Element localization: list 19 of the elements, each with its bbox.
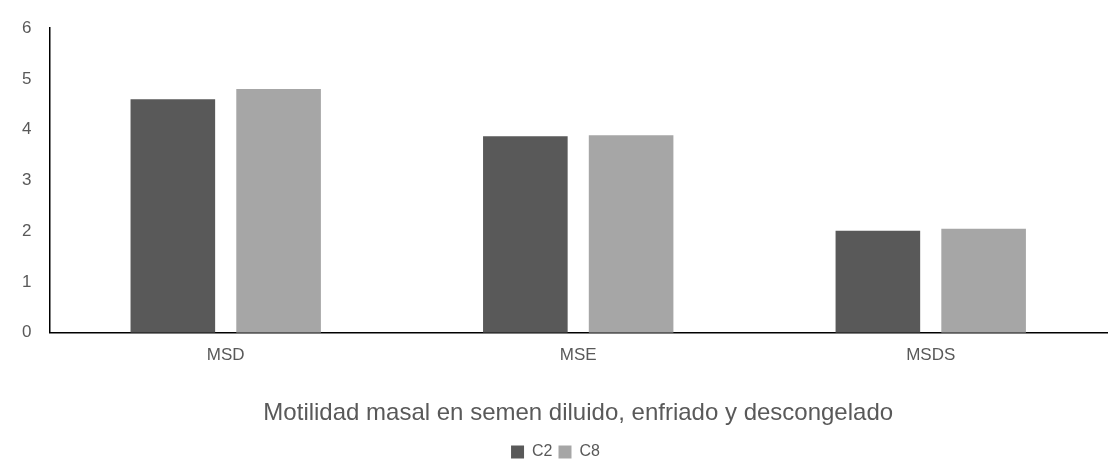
bar [835,230,921,333]
x-tick-label: MSE [559,344,597,364]
bar [483,136,568,333]
bar [941,228,1026,333]
legend-label: C2 [532,442,553,460]
legend-label: C8 [579,442,601,460]
x-axis-title: Motilidad masal en semen diluido, enfriado y descongelado [263,398,894,426]
bar [130,99,216,333]
bar [236,89,321,333]
x-tick-label: MSD [206,344,245,364]
x-tick-label: MSDS [906,344,956,364]
bar [588,135,674,333]
y-tick-label: 2 [21,220,32,240]
y-tick-label: 4 [21,119,32,139]
y-tick-label: 0 [21,322,32,342]
y-tick-label: 1 [21,271,32,291]
y-tick-label: 3 [21,170,32,190]
y-tick-label: 6 [21,17,32,37]
y-tick-label: 5 [21,68,32,88]
